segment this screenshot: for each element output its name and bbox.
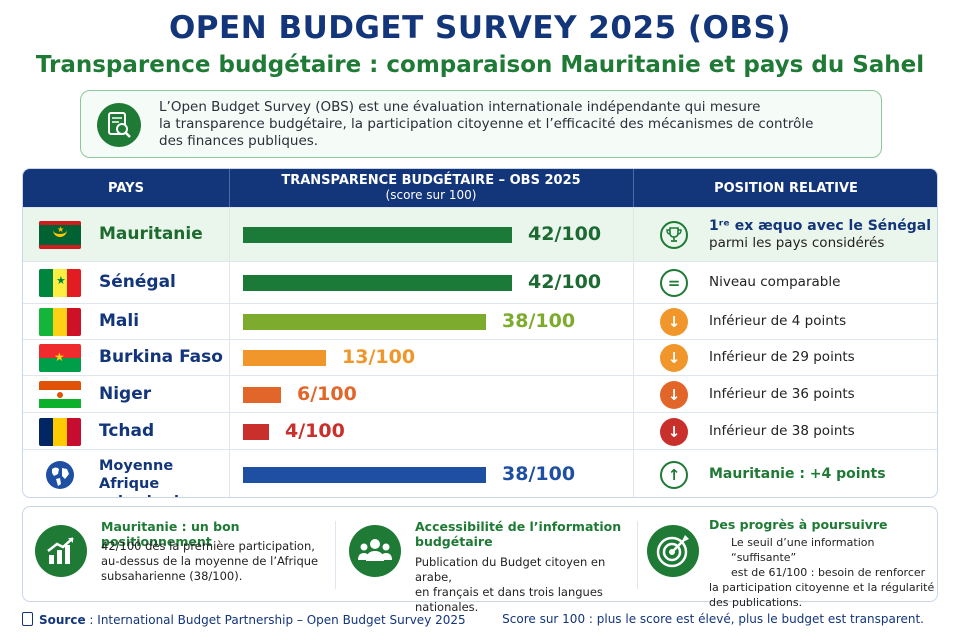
position-line: Inférieur de 4 points [709, 313, 847, 329]
intro-box: L’Open Budget Survey (OBS) est une évalu… [80, 90, 882, 158]
table-row: ★ Burkina Faso 13/100 ↓ Inférieur de 29 poin… [23, 339, 937, 375]
position-line: Niveau comparable [709, 274, 841, 290]
position-line: Inférieur de 38 points [709, 422, 855, 439]
position-line: Inférieur de 36 points [709, 385, 855, 402]
position-text: Inférieur de 29 points [709, 349, 855, 366]
card-text: 42/100 dès la première participation, au… [101, 539, 341, 584]
card-line: 42/100 dès la première participation, [101, 539, 315, 553]
position-subline: parmi les pays considérés [709, 235, 885, 251]
score-label: 38/100 [502, 310, 576, 332]
card-text: Publication du Budget citoyen en arabe, … [415, 555, 645, 615]
score-label: 13/100 [342, 346, 416, 368]
header-score-sub: (score sur 100) [385, 188, 477, 202]
arrow-up-icon: ↑ [660, 461, 688, 489]
position-text: Inférieur de 36 points [709, 386, 855, 403]
summary-cards: Mauritanie : un bon positionnement 42/10… [22, 506, 938, 614]
score-bar [243, 350, 326, 366]
table-header: PAYS TRANSPARENCE BUDGÉTAIRE – OBS 2025 … [23, 169, 937, 207]
score-label: 42/100 [528, 223, 602, 245]
position-text: 1ʳᵉ ex æquo avec le Sénégal parmi les pay… [709, 218, 931, 252]
score-label: 6/100 [297, 382, 357, 405]
score-label: 42/100 [528, 271, 602, 293]
position-line: Inférieur de 29 points [709, 349, 855, 365]
card-line: subsaharienne (38/100). [101, 569, 243, 583]
table-row: Moyenne Afrique subsaharienne 38/100 ↑ Maur… [23, 449, 937, 497]
arrow-down-icon: ↓ [660, 380, 688, 409]
score-bar [243, 467, 486, 483]
score-note: Score sur 100 : plus le score est élevé,… [502, 612, 924, 626]
source-text: : International Budget Partnership – Ope… [85, 613, 466, 627]
position-line: 1ʳᵉ ex æquo avec le Sénégal [709, 218, 932, 234]
flag-mauritanie-icon: ★ [39, 221, 81, 249]
card-title: Mauritanie : un bon positionnement [101, 519, 240, 549]
score-bar [243, 314, 486, 330]
arrow-down-icon: ↓ [660, 417, 688, 446]
header-score-label: TRANSPARENCE BUDGÉTAIRE – OBS 2025 [281, 173, 581, 188]
country-name: Moyenne Afrique subsaharienne [99, 458, 219, 497]
score-bar [243, 423, 269, 440]
card-line: en français et dans trois langues nation… [415, 585, 603, 614]
document-icon [22, 612, 33, 626]
flag-burkina-faso-icon: ★ [39, 344, 81, 372]
score-label: 4/100 [285, 419, 345, 442]
country-name: Tchad [99, 420, 155, 441]
arrow-down-icon: ↓ [660, 344, 688, 372]
header-country: PAYS [108, 180, 144, 196]
table-row: Niger 6/100 ↓ Inférieur de 36 points [23, 375, 937, 412]
country-name: Niger [99, 383, 152, 404]
card-progress: Des progrès à poursuivre Le seuil d’une … [637, 507, 937, 609]
card-line: au-dessus de la moyenne de l’Afrique [101, 554, 319, 568]
trophy-icon [660, 221, 688, 249]
table-row: Tchad 4/100 ↓ Inférieur de 38 points [23, 412, 937, 449]
country-name: Mali [99, 311, 140, 331]
equals-icon: = [660, 269, 688, 297]
comparison-table: PAYS TRANSPARENCE BUDGÉTAIRE – OBS 2025 … [22, 168, 938, 498]
position-line: Mauritanie : +4 points [709, 466, 886, 482]
magnifier-document-icon [97, 103, 141, 147]
header-score: TRANSPARENCE BUDGÉTAIRE – OBS 2025 (scor… [229, 169, 633, 207]
growth-chart-icon [35, 525, 87, 577]
arrow-down-icon: ↓ [660, 308, 688, 336]
country-name: Mauritanie [99, 224, 203, 244]
card-accessibility: Accessibilité de l’information budgétair… [337, 507, 637, 614]
flag-niger-icon [39, 380, 81, 409]
people-group-icon [349, 525, 401, 577]
country-name: Burkina Faso [99, 347, 223, 367]
page-subtitle: Transparence budgétaire : comparaison Ma… [35, 52, 925, 78]
card-positioning: Mauritanie : un bon positionnement 42/10… [23, 507, 333, 603]
globe-icon [45, 460, 75, 490]
flag-mali-icon [39, 308, 81, 336]
source-line: Source : International Budget Partnershi… [22, 612, 466, 627]
position-text: Inférieur de 4 points [709, 313, 846, 330]
intro-line: L’Open Budget Survey (OBS) est une évalu… [159, 99, 761, 115]
card-line: est de 61/100 : besoin de renforcer [731, 566, 926, 579]
card-line: Publication du Budget citoyen en arabe, [415, 555, 606, 584]
page-title: OPEN BUDGET SURVEY 2025 (OBS) [168, 10, 792, 46]
table-row: Mali 38/100 ↓ Inférieur de 4 points [23, 303, 937, 339]
card-text: Le seuil d’une information “suffisante” … [709, 535, 941, 610]
intro-text: L’Open Budget Survey (OBS) est une évalu… [159, 99, 859, 150]
score-bar [243, 227, 512, 243]
position-text: Mauritanie : +4 points [709, 466, 886, 483]
source-label: Source [39, 613, 86, 627]
table-row: ★ Sénégal 42/100 = Niveau comparable [23, 261, 937, 303]
card-line: la participation citoyenne et la régular… [709, 581, 935, 594]
flag-tchad-icon [39, 417, 81, 446]
card-line: Le seuil d’une information “suffisante” [731, 536, 875, 564]
position-text: Inférieur de 38 points [709, 423, 855, 440]
score-bar [243, 386, 281, 403]
header-position: POSITION RELATIVE [714, 180, 858, 196]
score-label: 38/100 [502, 463, 576, 485]
intro-line: la transparence budgétaire, la participa… [159, 116, 814, 132]
card-title: Accessibilité de l’information budgétair… [415, 519, 622, 549]
flag-senegal-icon: ★ [39, 269, 81, 297]
card-line: des publications. [709, 596, 803, 609]
target-icon [647, 525, 699, 577]
intro-line: des finances publiques. [159, 133, 319, 149]
position-text: Niveau comparable [709, 274, 840, 291]
country-name: Sénégal [99, 272, 176, 292]
table-row: ★ Mauritanie 42/100 1ʳᵉ ex æquo avec le Sén… [23, 207, 937, 261]
score-bar [243, 275, 512, 291]
card-title: Des progrès à poursuivre [709, 517, 888, 532]
